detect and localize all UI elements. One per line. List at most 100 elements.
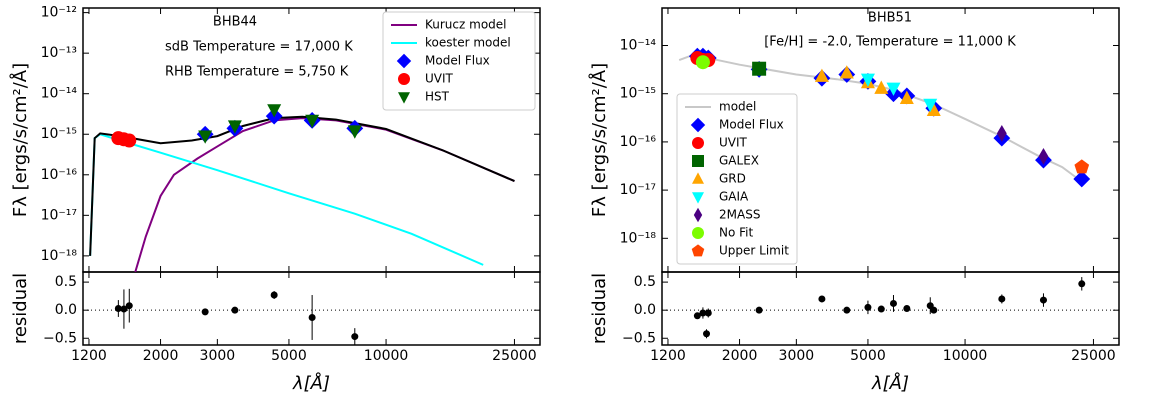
residual-point xyxy=(114,305,122,312)
legend-swatch xyxy=(692,192,704,204)
residual-y-tick-label: 0.5 xyxy=(634,274,656,290)
legend-label: GAIA xyxy=(719,190,749,204)
legend-label: No Fit xyxy=(719,226,753,240)
legend-box xyxy=(676,93,798,265)
x-tick-label: 1200 xyxy=(650,348,686,364)
residual-y-tick-label: −0.5 xyxy=(622,330,656,346)
y-axis-label: Fλ [ergs/s/cm²/Å] xyxy=(9,63,31,217)
legend-swatch xyxy=(690,117,706,133)
marker xyxy=(996,125,1007,142)
legend-label: 2MASS xyxy=(719,208,760,222)
y-tick-label: 10⁻¹⁵ xyxy=(620,86,656,102)
residual-frame xyxy=(82,271,541,346)
x-tick-label: 10000 xyxy=(943,348,988,364)
legend-swatch xyxy=(692,155,704,167)
x-tick-label: 2000 xyxy=(143,348,179,364)
legend-swatch xyxy=(692,172,704,184)
marker xyxy=(874,80,889,94)
marker xyxy=(1074,159,1090,174)
legend-label: UVIT xyxy=(719,136,748,150)
marker xyxy=(227,120,242,134)
legend-label: HST xyxy=(425,90,450,104)
plot-area xyxy=(678,47,1091,188)
x-tick-label: 5000 xyxy=(850,348,886,364)
x-tick-label: 2000 xyxy=(722,348,758,364)
marker xyxy=(305,114,320,129)
panel: 1200 2000 3000 5000 10000 25000 λ[Å] 10⁻¹⁴ 10⁻¹⁵… xyxy=(588,7,1120,394)
residual-point xyxy=(693,312,701,320)
residual-point xyxy=(351,333,359,341)
legend-label: Model Flux xyxy=(425,54,490,68)
y-tick-label: 10⁻¹⁵ xyxy=(41,126,77,142)
legend-swatch xyxy=(398,73,410,85)
legend-label: koester model xyxy=(425,36,511,50)
marker xyxy=(926,102,941,117)
marker xyxy=(886,82,901,96)
model-line xyxy=(89,115,515,256)
legend-label: model xyxy=(719,100,756,114)
y-tick-label: 10⁻¹⁶ xyxy=(620,134,657,150)
residual-point xyxy=(755,306,763,314)
residual-point xyxy=(818,295,826,303)
residual-point xyxy=(704,309,712,317)
marker xyxy=(1073,170,1091,188)
residual-point xyxy=(120,305,128,313)
annotation: [Fe/H] = -2.0, Temperature = 11,000 K xyxy=(764,35,1016,50)
legend-label: UVIT xyxy=(425,72,454,86)
residual-point xyxy=(864,303,872,311)
residual-point xyxy=(843,306,851,314)
residual-y-axis-label: residual xyxy=(589,273,610,344)
residual-point xyxy=(1039,296,1047,304)
y-axis-label: Fλ [ergs/s/cm²/Å] xyxy=(588,63,610,217)
x-tick-label: 3000 xyxy=(200,348,236,364)
annotation: RHB Temperature = 5,750 K xyxy=(165,65,349,80)
residual-point xyxy=(703,330,711,338)
residual-y-tick-label: 0.0 xyxy=(55,302,77,318)
legend-swatch xyxy=(692,137,704,149)
x-tick-label: 3000 xyxy=(779,348,815,364)
y-tick-label: 10⁻¹⁸ xyxy=(620,230,657,246)
x-tick-label: 10000 xyxy=(364,348,409,364)
model-line xyxy=(89,133,484,266)
y-tick-label: 10⁻¹³ xyxy=(41,45,77,61)
y-tick-label: 10⁻¹² xyxy=(41,5,77,21)
residual-point xyxy=(125,302,133,310)
residual-y-tick-label: −0.5 xyxy=(43,330,77,346)
marker xyxy=(347,125,362,139)
legend-swatch xyxy=(691,244,705,257)
legend-label: Upper Limit xyxy=(719,244,789,258)
residual-point xyxy=(308,313,316,321)
marker xyxy=(1038,148,1049,165)
marker xyxy=(814,68,829,82)
residual-point xyxy=(201,308,209,316)
residual-point xyxy=(930,306,938,314)
plot-area xyxy=(89,104,515,272)
y-tick-label: 10⁻¹⁸ xyxy=(41,248,78,264)
residual-point xyxy=(231,306,239,314)
annotation: sdB Temperature = 17,000 K xyxy=(165,40,353,55)
residual-point xyxy=(903,305,911,312)
residual-point xyxy=(699,309,707,317)
x-tick-label: 25000 xyxy=(492,348,537,364)
annotation: BHB44 xyxy=(213,15,257,30)
legend-label: GRD xyxy=(719,172,746,186)
marker xyxy=(122,133,137,148)
x-tick-label: 25000 xyxy=(1071,348,1116,364)
residual-point xyxy=(889,299,897,307)
y-tick-label: 10⁻¹⁷ xyxy=(620,182,656,198)
marker xyxy=(923,98,938,113)
y-tick-label: 10⁻¹⁴ xyxy=(620,38,657,54)
legend-label: GALEX xyxy=(719,154,759,168)
legend-box xyxy=(382,11,536,111)
x-axis-label: λ[Å] xyxy=(871,372,909,394)
marker xyxy=(899,90,914,104)
residual-y-tick-label: 0.5 xyxy=(55,274,77,290)
residual-y-axis-label: residual xyxy=(10,273,31,344)
y-tick-label: 10⁻¹⁷ xyxy=(41,207,77,223)
marker xyxy=(839,65,854,79)
y-tick-label: 10⁻¹⁴ xyxy=(41,86,78,102)
residual-point xyxy=(998,295,1006,303)
residual-point xyxy=(877,305,885,313)
marker xyxy=(860,73,875,87)
